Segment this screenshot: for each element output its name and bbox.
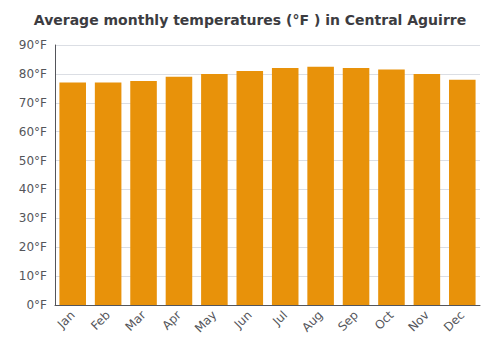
svg-text:Feb: Feb <box>88 308 113 333</box>
svg-text:Sep: Sep <box>335 308 361 334</box>
svg-text:Apr: Apr <box>159 308 184 333</box>
svg-text:50°F: 50°F <box>19 154 47 168</box>
svg-text:Oct: Oct <box>372 308 397 333</box>
svg-text:0°F: 0°F <box>26 298 47 312</box>
svg-text:May: May <box>192 308 219 335</box>
svg-text:Jul: Jul <box>269 308 290 329</box>
svg-text:Dec: Dec <box>441 308 467 334</box>
svg-text:Jun: Jun <box>231 308 255 332</box>
svg-text:80°F: 80°F <box>19 67 47 81</box>
svg-text:40°F: 40°F <box>19 182 47 196</box>
svg-text:Jan: Jan <box>54 308 78 332</box>
svg-text:60°F: 60°F <box>19 125 47 139</box>
svg-text:90°F: 90°F <box>19 38 47 52</box>
svg-text:10°F: 10°F <box>19 269 47 283</box>
svg-text:Aug: Aug <box>299 308 325 334</box>
svg-text:Mar: Mar <box>123 308 149 334</box>
svg-text:70°F: 70°F <box>19 96 47 110</box>
svg-text:Nov: Nov <box>405 308 431 334</box>
svg-text:Average monthly temperatures (: Average monthly temperatures (°F ) in Ce… <box>34 12 466 28</box>
svg-text:30°F: 30°F <box>19 211 47 225</box>
svg-text:20°F: 20°F <box>19 240 47 254</box>
